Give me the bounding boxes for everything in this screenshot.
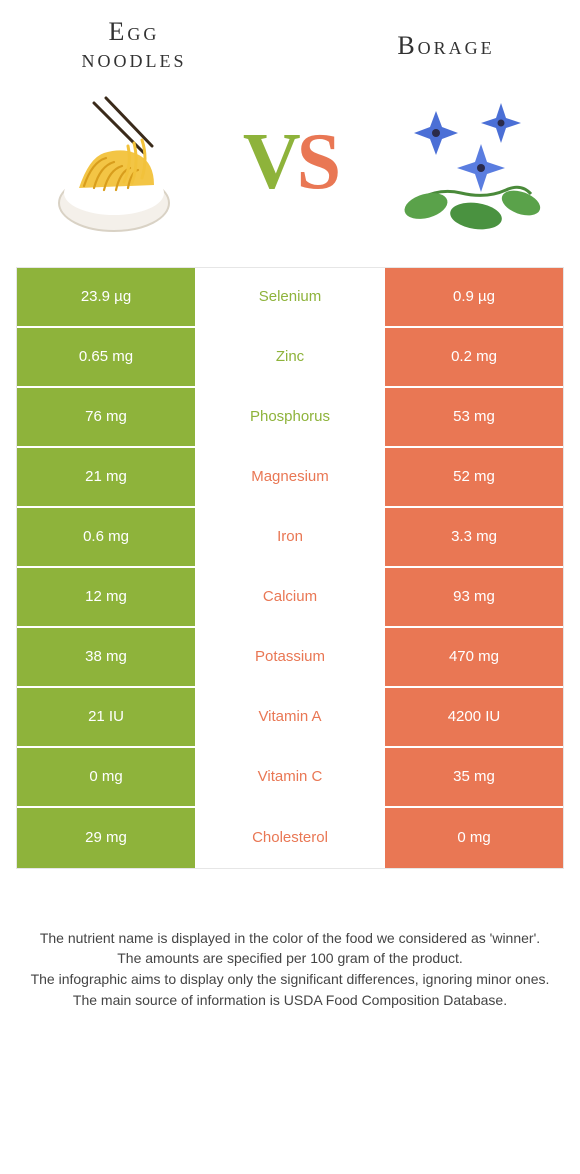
value-left: 29 mg: [17, 808, 197, 868]
value-left: 0 mg: [17, 748, 197, 806]
nutrient-label: Potassium: [197, 628, 383, 686]
table-row: 38 mgPotassium470 mg: [17, 628, 563, 688]
footnote-line: The main source of information is USDA F…: [24, 991, 556, 1010]
table-row: 21 mgMagnesium52 mg: [17, 448, 563, 508]
table-row: 23.9 µgSelenium0.9 µg: [17, 268, 563, 328]
value-right: 4200 IU: [383, 688, 563, 746]
borage-icon: [381, 88, 551, 238]
vs-v: V: [243, 118, 297, 206]
value-left: 76 mg: [17, 388, 197, 446]
value-left: 0.6 mg: [17, 508, 197, 566]
value-right: 0.9 µg: [383, 268, 563, 326]
value-right: 3.3 mg: [383, 508, 563, 566]
vs-label: VS: [243, 117, 337, 208]
header: Eggnoodles Borage: [14, 18, 566, 83]
table-row: 0.6 mgIron3.3 mg: [17, 508, 563, 568]
value-right: 93 mg: [383, 568, 563, 626]
value-right: 53 mg: [383, 388, 563, 446]
value-right: 470 mg: [383, 628, 563, 686]
food-left-title: Eggnoodles: [34, 18, 234, 73]
noodles-icon: [34, 88, 194, 238]
nutrient-label: Vitamin A: [197, 688, 383, 746]
food-right-image: [376, 83, 556, 243]
value-right: 0.2 mg: [383, 328, 563, 386]
value-right: 35 mg: [383, 748, 563, 806]
nutrient-label: Magnesium: [197, 448, 383, 506]
table-row: 29 mgCholesterol0 mg: [17, 808, 563, 868]
nutrient-label: Selenium: [197, 268, 383, 326]
table-row: 12 mgCalcium93 mg: [17, 568, 563, 628]
value-right: 0 mg: [383, 808, 563, 868]
vs-s: S: [297, 118, 338, 206]
nutrient-label: Phosphorus: [197, 388, 383, 446]
nutrient-label: Cholesterol: [197, 808, 383, 868]
footnote-line: The amounts are specified per 100 gram o…: [24, 949, 556, 968]
value-left: 12 mg: [17, 568, 197, 626]
value-left: 38 mg: [17, 628, 197, 686]
footnote-line: The nutrient name is displayed in the co…: [24, 929, 556, 948]
footnote-line: The infographic aims to display only the…: [24, 970, 556, 989]
value-left: 21 IU: [17, 688, 197, 746]
value-left: 21 mg: [17, 448, 197, 506]
image-row: VS: [14, 83, 566, 267]
nutrient-label: Calcium: [197, 568, 383, 626]
food-right-title: Borage: [346, 32, 546, 59]
table-row: 21 IUVitamin A4200 IU: [17, 688, 563, 748]
table-row: 0.65 mgZinc0.2 mg: [17, 328, 563, 388]
value-left: 23.9 µg: [17, 268, 197, 326]
table-row: 76 mgPhosphorus53 mg: [17, 388, 563, 448]
footnotes: The nutrient name is displayed in the co…: [14, 929, 566, 1011]
food-left-image: [24, 83, 204, 243]
table-row: 0 mgVitamin C35 mg: [17, 748, 563, 808]
value-left: 0.65 mg: [17, 328, 197, 386]
nutrient-label: Zinc: [197, 328, 383, 386]
comparison-table: 23.9 µgSelenium0.9 µg0.65 mgZinc0.2 mg76…: [16, 267, 564, 869]
nutrient-label: Vitamin C: [197, 748, 383, 806]
nutrient-label: Iron: [197, 508, 383, 566]
value-right: 52 mg: [383, 448, 563, 506]
